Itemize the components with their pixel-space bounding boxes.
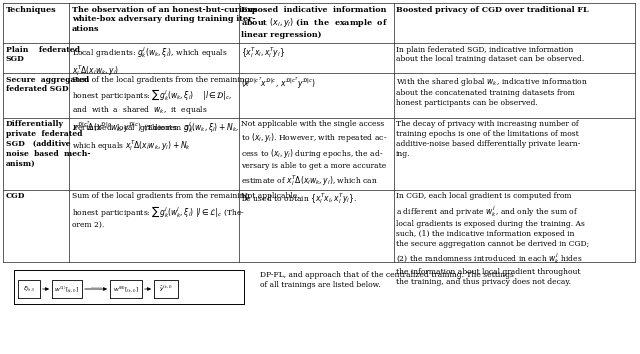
Text: Exposed  indicative  information
about $(x_l, y_l)$ (in  the  example  of
linear: Exposed indicative information about $(x…	[241, 6, 388, 39]
Text: CGD: CGD	[6, 193, 25, 200]
Text: Perturbed  local  gradients:  $g_k^l(w_k, \xi_l) + N_k$,
which equals $x_l^T \De: Perturbed local gradients: $g_k^l(w_k, \…	[72, 120, 239, 153]
Text: ......: ......	[90, 284, 102, 289]
Text: Not applicable.: Not applicable.	[241, 193, 300, 200]
Text: Sum of the local gradients from the remaining
honest participants: $\sum g_k^l(w: Sum of the local gradients from the rema…	[72, 193, 250, 228]
Text: $\{x_l^T x_l, x_l^T y_l\}$: $\{x_l^T x_l, x_l^T y_l\}$	[241, 46, 285, 61]
Text: $(x^{\mathcal{D}|c^T}x^{\mathcal{D}|c},\,x^{\mathcal{D}|c^T}y^{\mathcal{D}|c})$: $(x^{\mathcal{D}|c^T}x^{\mathcal{D}|c},\…	[241, 75, 316, 91]
Text: With the shared global $w_k$, indicative information
about the concatenated trai: With the shared global $w_k$, indicative…	[396, 75, 588, 107]
Text: Sum of the local gradients from the remaining
honest participants: $\sum g_k^l(w: Sum of the local gradients from the rema…	[72, 75, 250, 135]
Text: In CGD, each local gradient is computed from
a different and private $w_k^l$, an: In CGD, each local gradient is computed …	[396, 193, 589, 286]
Text: Differentially
private  federated
SGD   (additive
noise  based  mech-
anism): Differentially private federated SGD (ad…	[6, 120, 90, 168]
Text: $\hat{y}^{(t,l)}$: $\hat{y}^{(t,l)}$	[159, 284, 173, 294]
Text: Secure  aggregated
federated SGD: Secure aggregated federated SGD	[6, 75, 88, 93]
Text: In plain federated SGD, indicative information
about the local training dataset : In plain federated SGD, indicative infor…	[396, 46, 584, 63]
Text: $w^{(1)}[_{(t,l)}]$: $w^{(1)}[_{(t,l)}]$	[54, 284, 80, 294]
Text: Techniques: Techniques	[6, 6, 56, 13]
Text: $\xi_{l_{(t,l)}}$: $\xi_{l_{(t,l)}}$	[23, 285, 35, 293]
Text: The decay of privacy with increasing number of
training epochs is one of the lim: The decay of privacy with increasing num…	[396, 120, 580, 158]
Text: Plain    federated
SGD: Plain federated SGD	[6, 46, 79, 63]
Text: Boosted privacy of CGD over traditional FL: Boosted privacy of CGD over traditional …	[396, 6, 589, 13]
Text: Not applicable with the single access
to $(x_l, y_l)$. However, with repeated ac: Not applicable with the single access to…	[241, 120, 387, 206]
Text: Local gradients: $g_k^l(w_k, \xi_l)$, which equals
$x_l^T \Delta(x_l w_k, y_l)$: Local gradients: $g_k^l(w_k, \xi_l)$, wh…	[72, 46, 228, 79]
Text: DP-FL, and approach that of the centralized training. The settings
of all traini: DP-FL, and approach that of the centrali…	[260, 271, 514, 290]
Text: $w^{(N)}[_{(t,l)}]$: $w^{(N)}[_{(t,l)}]$	[113, 284, 139, 294]
Text: The observation of an honest-but-curious
white-box adversary during training ite: The observation of an honest-but-curious…	[72, 6, 257, 33]
